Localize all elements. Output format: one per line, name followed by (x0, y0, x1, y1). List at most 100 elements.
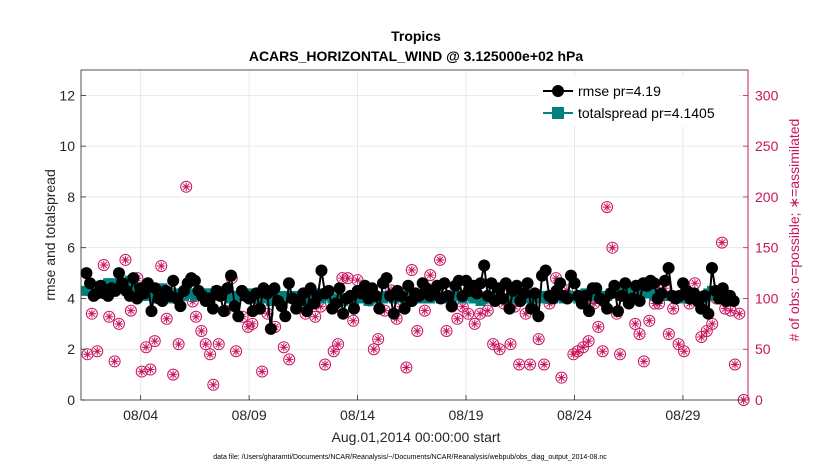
obs-assimilated-marker (137, 367, 146, 376)
obs-possible-marker (85, 307, 98, 320)
obs-possible-marker (212, 338, 225, 351)
obs-assimilated-marker (735, 309, 744, 318)
rmse-point (402, 279, 415, 292)
rmse-point (413, 289, 426, 302)
obs-possible-marker (474, 307, 487, 320)
obs-assimilated-marker (578, 343, 588, 352)
rmse-point (145, 305, 158, 318)
obs-possible-marker (135, 365, 148, 378)
obs-possible-marker (462, 307, 475, 320)
rmse-point (619, 277, 632, 290)
obs-possible-marker (555, 371, 568, 384)
obs-possible-marker (538, 358, 551, 371)
y-right-tick-label: 300 (755, 87, 779, 103)
rmse-point (655, 287, 668, 300)
obs-assimilated-marker (697, 332, 706, 342)
obs-possible-marker (592, 320, 605, 333)
rmse-point (84, 277, 97, 290)
obs-possible-marker (246, 317, 259, 330)
obs-assimilated-marker (453, 314, 462, 323)
obs-possible-marker (144, 363, 157, 376)
rmse-point (499, 277, 512, 290)
rmse-point (228, 300, 241, 313)
obs-possible-marker (532, 333, 545, 346)
obs-assimilated-marker (320, 360, 330, 369)
rmse-point (702, 307, 715, 320)
obs-assimilated-marker (557, 373, 566, 382)
rmse-point (188, 274, 201, 287)
obs-assimilated-marker (594, 322, 603, 332)
obs-assimilated-marker (708, 319, 717, 329)
rmse-point (109, 284, 122, 297)
rmse-point (478, 259, 491, 272)
y-right-tick-label: 250 (755, 138, 779, 154)
obs-possible-marker (440, 324, 453, 337)
rmse-point (369, 289, 382, 302)
rmse-point (503, 302, 516, 315)
obs-possible-marker (195, 324, 208, 337)
rmse-point (648, 277, 661, 290)
obs-assimilated-marker (104, 312, 114, 321)
obs-assimilated-marker (562, 286, 572, 295)
rmse-point (568, 277, 581, 290)
obs-assimilated-marker (726, 306, 735, 315)
obs-assimilated-marker (475, 309, 485, 318)
y-right-tick-label: 150 (755, 240, 779, 256)
obs-assimilated-marker (110, 357, 119, 366)
obs-possible-marker (347, 314, 360, 327)
rmse-point (221, 282, 234, 295)
rmse-point (232, 310, 245, 323)
obs-possible-marker (124, 304, 137, 317)
obs-possible-marker (167, 368, 180, 381)
obs-possible-marker (418, 304, 431, 317)
obs-assimilated-marker (197, 326, 206, 336)
obs-assimilated-marker (329, 347, 338, 356)
rmse-point (373, 302, 386, 315)
obs-possible-marker (199, 338, 212, 351)
obs-assimilated-marker (602, 202, 612, 212)
obs-assimilated-marker (174, 339, 183, 349)
obs-assimilated-marker (93, 347, 102, 356)
obs-assimilated-marker (114, 319, 124, 329)
obs-possible-marker (103, 310, 116, 323)
obs-assimilated-marker (191, 312, 201, 321)
obs-assimilated-marker (83, 350, 92, 359)
y-right-tick-label: 100 (755, 290, 779, 306)
rmse-point (658, 274, 671, 287)
obs-assimilated-marker (157, 261, 166, 271)
obs-possible-marker (582, 335, 595, 348)
rmse-point (329, 297, 342, 310)
obs-assimilated-marker (369, 345, 379, 354)
rmse-point (601, 302, 614, 315)
y-axis-right-label: # of obs: o=possible; ∗=assimilated (786, 119, 802, 342)
obs-possible-marker (97, 258, 110, 271)
obs-possible-marker (207, 378, 220, 391)
rmse-point (304, 282, 317, 295)
rmse-point (496, 292, 509, 305)
rmse-series (80, 259, 740, 335)
obs-assimilated-marker (631, 319, 640, 329)
obs-assimilated-marker (525, 360, 535, 369)
obs-assimilated-marker (702, 326, 711, 336)
obs-possible-marker (242, 320, 255, 333)
rmse-point (387, 307, 400, 320)
obs-possible-marker (504, 338, 517, 351)
obs-possible-marker (332, 338, 345, 351)
rmse-point (590, 282, 603, 295)
obs-assimilated-marker (521, 309, 530, 318)
rmse-point (662, 262, 675, 274)
rmse-point (727, 295, 740, 307)
x-axis: 08/04 08/09 08/14 08/19 08/24 08/29 (123, 395, 701, 423)
obs-assimilated-marker (214, 339, 223, 349)
rmse-point (438, 277, 451, 290)
obs-possible-marker (596, 345, 609, 358)
obs-assimilated-marker (205, 350, 215, 359)
y-right-tick-label: 200 (755, 189, 779, 205)
obs-possible-marker (155, 259, 168, 272)
y-tick-label: 10 (59, 138, 75, 154)
obs-possible-marker (524, 358, 537, 371)
rmse-point (80, 267, 93, 280)
obs-possible-marker (451, 312, 464, 325)
rmse-point (206, 302, 219, 315)
